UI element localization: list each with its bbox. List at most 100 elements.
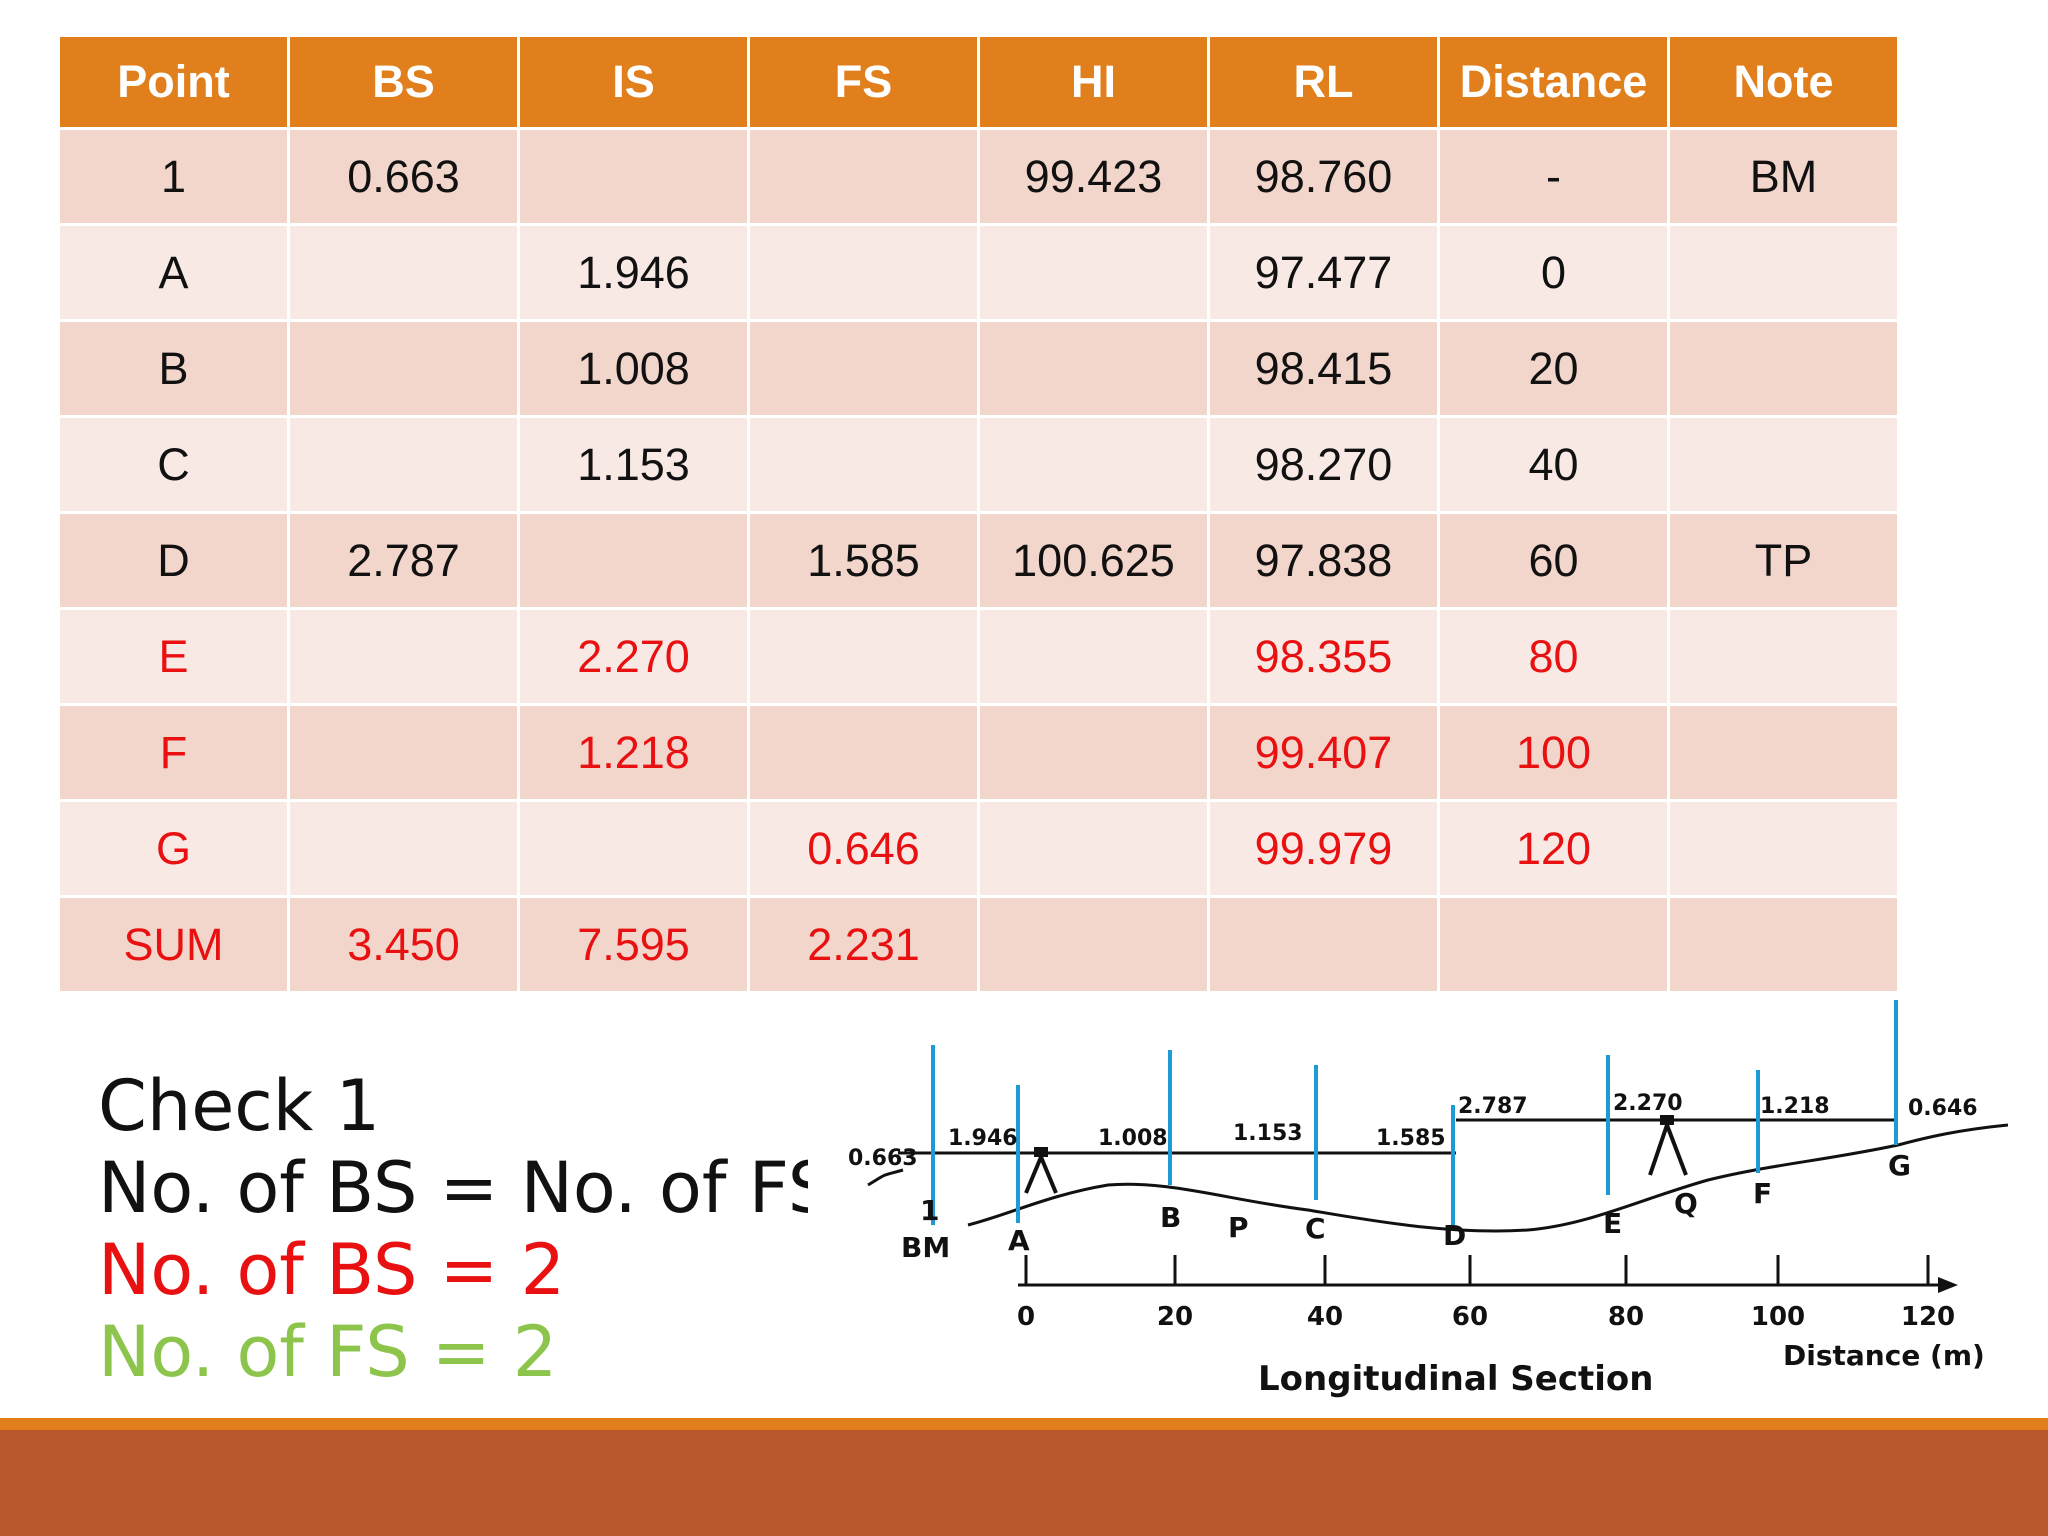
- header-hi: HI: [980, 37, 1207, 127]
- point-label: E: [1603, 1207, 1622, 1240]
- diagram-title: Longitudinal Section: [1258, 1359, 1653, 1399]
- staff-reading-label: 2.270: [1613, 1091, 1683, 1116]
- table-cell-note: [1670, 706, 1897, 799]
- table-cell-bs: 3.450: [290, 898, 517, 991]
- table-cell-note: [1670, 802, 1897, 895]
- table-cell-distance: 60: [1440, 514, 1667, 607]
- table-cell-distance: 40: [1440, 418, 1667, 511]
- staff-reading-label: 1.153: [1233, 1121, 1303, 1146]
- point-label: F: [1753, 1177, 1772, 1210]
- header-note: Note: [1670, 37, 1897, 127]
- table-row: F 1.218 99.407 100: [60, 706, 1897, 799]
- table-cell-is: 2.270: [520, 610, 747, 703]
- table-cell-note: [1670, 418, 1897, 511]
- table-cell-note: [1670, 610, 1897, 703]
- reading-labels: 0.663 1.946 1.008 1.153 1.585 2.787 2.270 1.218…: [848, 1091, 1978, 1171]
- axis-tick-label: 100: [1751, 1302, 1805, 1332]
- table-cell-bs: 2.787: [290, 514, 517, 607]
- table-cell-is: 7.595: [520, 898, 747, 991]
- staff-reading-label: 2.787: [1458, 1094, 1528, 1119]
- table-cell-bs: [290, 226, 517, 319]
- bottom-band: [0, 1418, 2048, 1536]
- table-cell-bs: [290, 610, 517, 703]
- table-cell-rl: 98.355: [1210, 610, 1437, 703]
- table-row: A 1.946 97.477 0: [60, 226, 1897, 319]
- table-cell-fs: [750, 610, 977, 703]
- fs-count: No. of FS = 2: [98, 1311, 558, 1393]
- table-cell-is: 1.153: [520, 418, 747, 511]
- table-cell-bs: [290, 418, 517, 511]
- table-cell-point: 1: [60, 130, 287, 223]
- table-cell-rl: 99.979: [1210, 802, 1437, 895]
- table-cell-distance: 120: [1440, 802, 1667, 895]
- point-label: G: [1888, 1149, 1911, 1182]
- table-cell-is: 1.946: [520, 226, 747, 319]
- table-cell-point: C: [60, 418, 287, 511]
- levelling-table: Point BS IS FS HI RL Distance Note 1 0.66…: [57, 34, 1900, 994]
- table-cell-bs: [290, 322, 517, 415]
- ground-profile: [867, 1123, 2008, 1233]
- header-fs: FS: [750, 37, 977, 127]
- axis-label: Distance (m): [1783, 1339, 1985, 1372]
- axis-tick-label: 120: [1901, 1302, 1955, 1332]
- staff-reading-label: 1.008: [1098, 1126, 1168, 1151]
- check-rule: No. of BS = No. of FS: [98, 1147, 833, 1229]
- table-cell-hi: [980, 226, 1207, 319]
- point-label: Q: [1674, 1187, 1698, 1220]
- longitudinal-section-diagram: 0 20 40 60 80 100 120 0.663 1.946 1.008 1.153 1.58…: [808, 995, 2008, 1415]
- table-row: SUM 3.450 7.595 2.231: [60, 898, 1897, 991]
- table-cell-fs: 2.231: [750, 898, 977, 991]
- table-cell-hi: [980, 706, 1207, 799]
- table-cell-note: [1670, 226, 1897, 319]
- table-cell-distance: 100: [1440, 706, 1667, 799]
- bs-count: No. of BS = 2: [98, 1229, 566, 1311]
- staff-reading-label: 0.663: [848, 1146, 918, 1171]
- axis-tick-label: 60: [1452, 1302, 1488, 1332]
- diagram-background: [808, 995, 2008, 1415]
- header-bs: BS: [290, 37, 517, 127]
- table-cell-is: [520, 514, 747, 607]
- table-cell-rl: 97.838: [1210, 514, 1437, 607]
- table-cell-point: SUM: [60, 898, 287, 991]
- table-cell-hi: [980, 802, 1207, 895]
- table-cell-note: [1670, 322, 1897, 415]
- point-label: C: [1305, 1212, 1326, 1245]
- table-cell-rl: 99.407: [1210, 706, 1437, 799]
- table-cell-is: 1.008: [520, 322, 747, 415]
- table-cell-point: G: [60, 802, 287, 895]
- table-row: C 1.153 98.270 40: [60, 418, 1897, 511]
- table-row: D 2.787 1.585 100.625 97.838 60 TP: [60, 514, 1897, 607]
- point-label: BM: [901, 1231, 950, 1264]
- table-cell-is: [520, 130, 747, 223]
- table-cell-hi: [980, 418, 1207, 511]
- header-is: IS: [520, 37, 747, 127]
- table-cell-is: 1.218: [520, 706, 747, 799]
- table-row: B 1.008 98.415 20: [60, 322, 1897, 415]
- table-cell-distance: -: [1440, 130, 1667, 223]
- table-cell-hi: [980, 322, 1207, 415]
- axis-tick-label: 20: [1157, 1302, 1193, 1332]
- table-cell-fs: [750, 706, 977, 799]
- table-cell-note: [1670, 898, 1897, 991]
- table-cell-point: A: [60, 226, 287, 319]
- table-cell-point: B: [60, 322, 287, 415]
- staff-reading-label: 1.585: [1376, 1126, 1446, 1151]
- staff-reading-label: 1.946: [948, 1126, 1018, 1151]
- table-cell-distance: 0: [1440, 226, 1667, 319]
- header-distance: Distance: [1440, 37, 1667, 127]
- table-cell-rl: 98.760: [1210, 130, 1437, 223]
- table-cell-fs: 1.585: [750, 514, 977, 607]
- table-cell-rl: 98.270: [1210, 418, 1437, 511]
- table-cell-point: E: [60, 610, 287, 703]
- table-cell-fs: [750, 226, 977, 319]
- instrument-p: [1024, 1147, 1058, 1194]
- point-label: P: [1228, 1211, 1249, 1244]
- axis-ticks: 0 20 40 60 80 100 120: [1017, 1255, 1955, 1332]
- table-cell-rl: 97.477: [1210, 226, 1437, 319]
- table-cell-fs: [750, 130, 977, 223]
- table-cell-distance: [1440, 898, 1667, 991]
- instrument-q: [1648, 1115, 1688, 1176]
- table-cell-distance: 80: [1440, 610, 1667, 703]
- table-cell-rl: [1210, 898, 1437, 991]
- table-cell-rl: 98.415: [1210, 322, 1437, 415]
